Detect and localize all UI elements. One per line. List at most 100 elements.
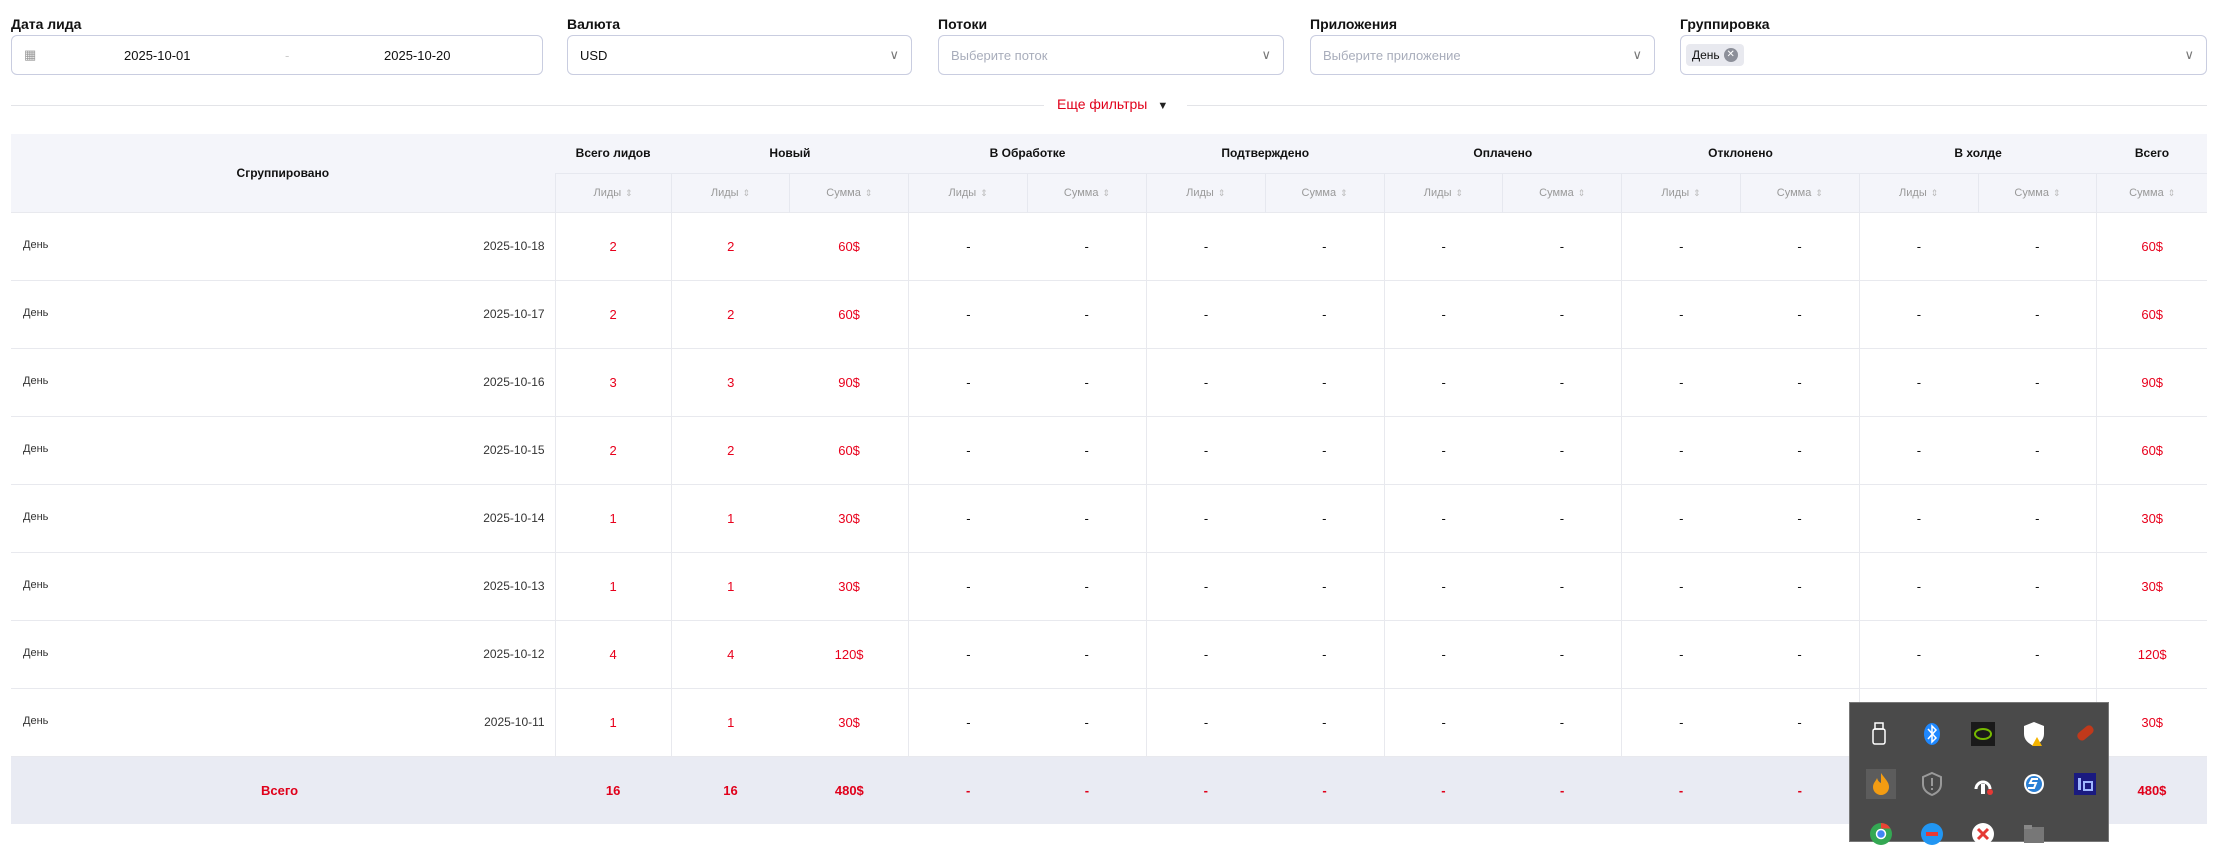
total-empty-cell: - [1502,755,1622,824]
date-range-input[interactable]: ▦ 2025-10-01 - 2025-10-20 [11,35,543,75]
grouping-label: Группировка [1680,16,1770,32]
sort-header-leads[interactable]: Лиды ⇕ [1383,172,1503,212]
date-to[interactable]: 2025-10-20 [384,47,451,63]
sort-header-sum[interactable]: Сумма ⇕ [1502,172,1622,212]
sort-icon: ⇕ [980,187,988,198]
empty-cell: - [1858,483,1979,552]
empty-cell: - [908,415,1028,484]
chip-remove-icon[interactable]: ✕ [1723,48,1738,62]
new-sum-cell: 60$ [789,415,909,484]
sort-header-leads[interactable]: Лиды ⇕ [1145,172,1266,212]
app-icon[interactable] [1917,819,1947,849]
sort-label: Лиды [1899,186,1927,199]
sort-header-sum[interactable]: Сумма ⇕ [1739,172,1860,212]
table-row: День 2025-10-13 1 1 30$ - - - - - - - - - -30$ [11,551,2207,620]
flows-select[interactable]: Выберите поток ∨ [938,35,1284,75]
group-name: День [23,307,49,319]
empty-cell: - [1027,687,1147,756]
total-empty-cell: - [908,755,1028,824]
empty-cell: - [1502,211,1622,280]
sort-label: Сумма [1776,186,1812,199]
app2-icon[interactable] [1968,819,1998,849]
total-sum-cell: 30$ [2096,551,2207,620]
sort-icon: ⇕ [864,187,873,198]
grouped-cell: День 2025-10-17 [11,279,556,348]
shield-icon[interactable] [1917,769,1947,799]
grouping-select[interactable]: День ✕ ∨ [1680,35,2207,75]
usb-drive-icon[interactable] [2070,719,2100,749]
chrome-icon[interactable] [1866,819,1896,849]
usb-icon[interactable] [1866,719,1896,749]
date-value: 2025-10-12 [483,647,545,661]
new-leads-cell: 1 [670,687,790,756]
currency-select[interactable]: USD ∨ [567,35,912,75]
folder-icon[interactable] [2019,819,2049,849]
empty-cell: - [1978,279,2097,348]
bu-icon[interactable] [2070,769,2100,799]
empty-cell: - [1145,551,1266,620]
total-empty-cell: - [1621,755,1741,824]
apps-select[interactable]: Выберите приложение ∨ [1310,35,1655,75]
sort-header-leads[interactable]: Лиды ⇕ [1621,172,1741,212]
bluetooth-icon[interactable] [1917,719,1947,749]
total-sum-cell: 30$ [2096,483,2207,552]
app-flame-icon[interactable] [1866,769,1896,799]
sort-header-sum[interactable]: Сумма ⇕ [1027,172,1147,212]
empty-cell: - [1621,347,1741,416]
flows-label: Потоки [938,16,988,32]
total-sum-cell: 60$ [2096,211,2207,280]
new-sum-cell: 30$ [789,483,909,552]
more-filters-toggle[interactable]: Еще фильтры ▼ [1057,96,1168,112]
sort-header-sum[interactable]: Сумма ⇕ [1264,172,1384,212]
empty-cell: - [1740,687,1860,756]
currency-value: USD [580,47,608,63]
empty-cell: - [1027,347,1147,416]
group-header: Отклонено [1621,134,1860,173]
sort-label: Лиды [1186,186,1214,199]
sort-header-sum[interactable]: Сумма ⇕ [2096,172,2207,212]
sort-label: Сумма [1301,186,1337,199]
sync-icon[interactable] [2019,769,2049,799]
new-leads-cell: 3 [670,347,790,416]
empty-cell: - [1740,211,1860,280]
empty-cell: - [1027,619,1147,688]
sort-header-leads[interactable]: Лиды ⇕ [908,172,1028,212]
table-row: День 2025-10-12 4 4 120$ - - - - - - - - - -120$ [11,619,2207,688]
sort-header-leads[interactable]: Лиды ⇕ [554,172,672,212]
total-sum-cell: 90$ [2096,347,2207,416]
new-sum-cell: 60$ [789,211,909,280]
system-tray-popup [1849,702,2109,845]
empty-cell: - [1621,415,1741,484]
date-from[interactable]: 2025-10-01 [124,47,191,63]
security-warning-icon[interactable] [2019,719,2049,749]
sort-label: Сумма [1539,186,1574,199]
date-value: 2025-10-17 [483,307,545,321]
empty-cell: - [1502,347,1622,416]
empty-cell: - [1145,211,1266,280]
sort-header-sum[interactable]: Сумма ⇕ [1977,172,2097,212]
sort-header-sum[interactable]: Сумма ⇕ [789,172,909,212]
chip-label: День [1692,48,1720,62]
vpn-icon[interactable] [1968,769,1998,799]
group-header: В холде [1859,134,2097,173]
group-name: День [23,579,49,591]
empty-cell: - [1621,483,1741,552]
empty-cell: - [1265,279,1384,348]
empty-cell: - [1383,415,1503,484]
sort-header-leads[interactable]: Лиды ⇕ [1858,172,1979,212]
empty-cell: - [1858,619,1979,688]
total-empty-cell: - [1027,755,1147,824]
empty-cell: - [1740,347,1860,416]
total-new-leads: 16 [671,755,790,824]
new-leads-cell: 2 [670,211,790,280]
empty-cell: - [1383,551,1503,620]
nvidia-icon[interactable] [1968,719,1998,749]
empty-cell: - [1265,619,1384,688]
new-leads-cell: 1 [670,551,790,620]
grouped-cell: День 2025-10-12 [11,619,556,688]
empty-cell: - [1265,347,1384,416]
sort-label: Сумма [2014,186,2049,199]
sort-header-leads[interactable]: Лиды ⇕ [670,172,790,212]
sort-icon: ⇕ [1217,187,1226,198]
empty-cell: - [1502,415,1622,484]
